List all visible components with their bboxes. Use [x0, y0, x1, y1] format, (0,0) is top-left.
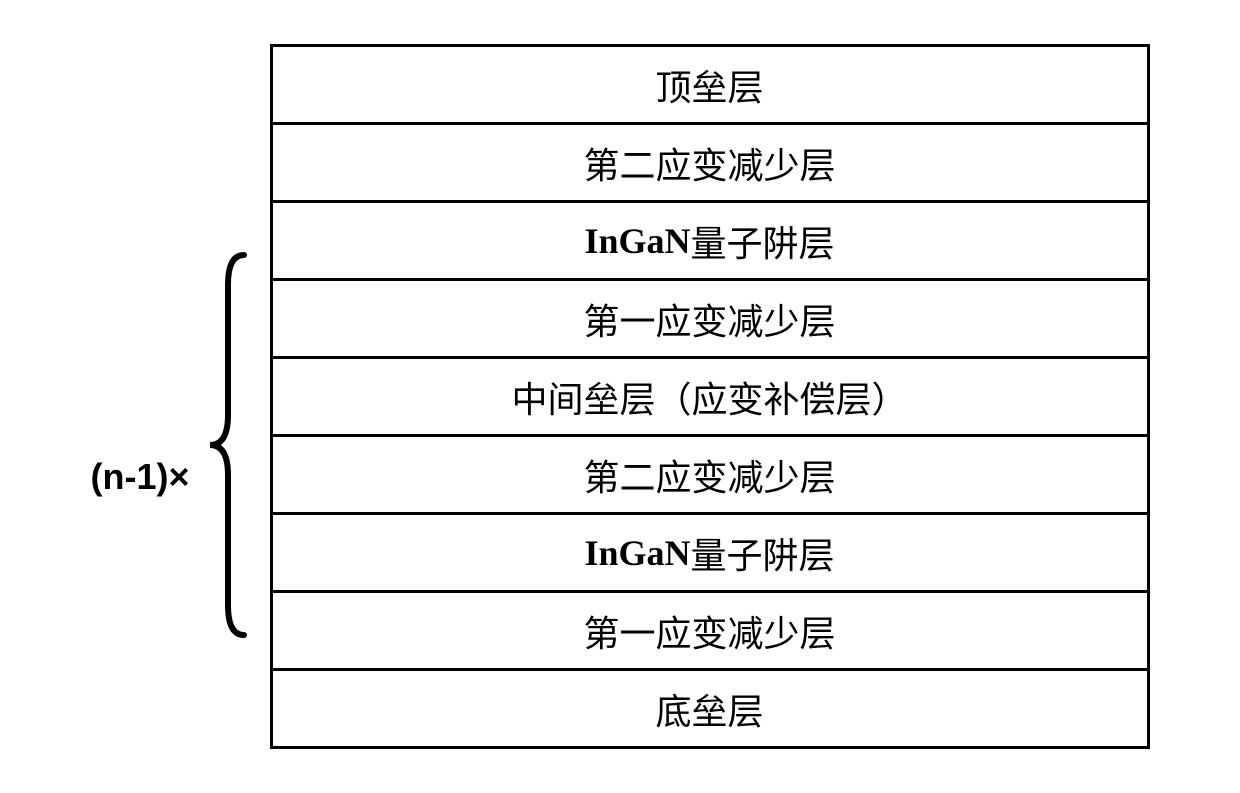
- layer-label: 中间垒层（应变补偿层）: [511, 371, 907, 423]
- layer-label-prefix: InGaN: [584, 532, 690, 574]
- brace-icon: [202, 245, 252, 645]
- layer-label: 第一应变减少层: [583, 293, 835, 345]
- layer-top-barrier: 顶垒层: [270, 47, 1150, 125]
- layer-middle-barrier: 中间垒层（应变补偿层）: [270, 359, 1150, 437]
- layer-label-suffix: 量子阱层: [691, 527, 835, 579]
- layer-label: 顶垒层: [655, 59, 763, 111]
- layer-label-suffix: 量子阱层: [691, 215, 835, 267]
- layer-first-strain-reduce-lower: 第一应变减少层: [270, 593, 1150, 671]
- layer-stack: 顶垒层 第二应变减少层 InGaN 量子阱层 第一应变减少层 中间垒层（应变补偿…: [270, 44, 1150, 749]
- layer-label: 第二应变减少层: [583, 449, 835, 501]
- layer-ingan-well-lower: InGaN 量子阱层: [270, 515, 1150, 593]
- layer-bottom-barrier: 底垒层: [270, 671, 1150, 749]
- layer-first-strain-reduce-upper: 第一应变减少层: [270, 281, 1150, 359]
- layer-label: 底垒层: [655, 683, 763, 735]
- layer-second-strain-reduce-upper: 第二应变减少层: [270, 125, 1150, 203]
- layer-label: 第二应变减少层: [583, 137, 835, 189]
- layer-ingan-well-upper: InGaN 量子阱层: [270, 203, 1150, 281]
- layer-label: 第一应变减少层: [583, 605, 835, 657]
- layer-label-prefix: InGaN: [584, 220, 690, 262]
- layer-second-strain-reduce-lower: 第二应变减少层: [270, 437, 1150, 515]
- multiplier-label: (n-1)×: [91, 456, 190, 498]
